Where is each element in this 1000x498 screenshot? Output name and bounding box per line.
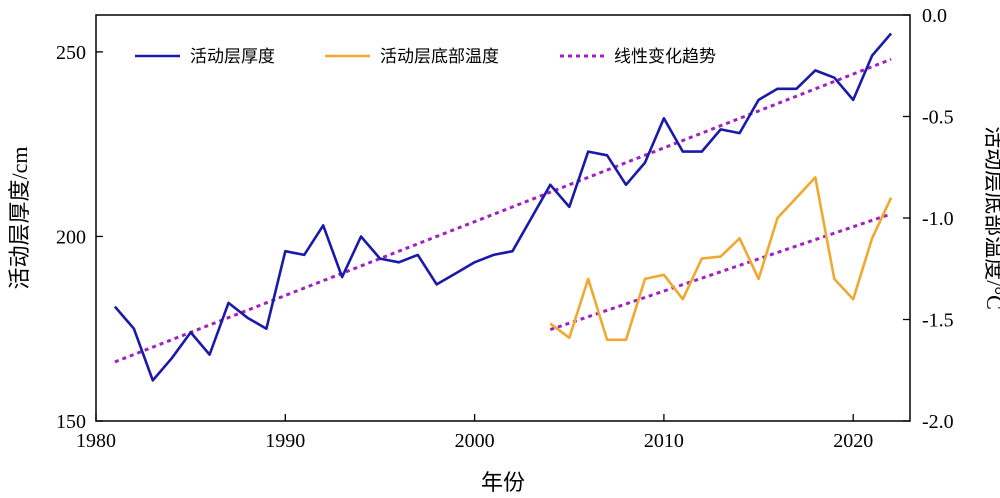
plot-frame — [95, 14, 911, 422]
series-lines — [113, 32, 893, 382]
y-left-tick-label: 250 — [56, 42, 86, 64]
y-right-tick-label: -0.5 — [922, 107, 954, 129]
x-axis-title: 年份 — [481, 470, 525, 495]
x-tick-label: 2000 — [455, 430, 495, 452]
series-line — [113, 32, 893, 382]
y-left-tick-label: 150 — [56, 411, 86, 433]
x-tick-label: 1980 — [76, 430, 116, 452]
y-right-tick-label: -2.0 — [922, 411, 954, 433]
legend-label: 线性变化趋势 — [614, 47, 716, 67]
y-right-tick-label: 0.0 — [922, 5, 947, 27]
axis-ticks: 1980 1990 2000 2010 2020 150 200 250 -2.0 -1.5 -1.… — [56, 5, 954, 452]
legend-label: 活动层底部温度 — [380, 47, 499, 67]
y-left-tick-label: 200 — [56, 226, 86, 248]
y-right-tick-label: -1.0 — [922, 208, 954, 230]
trend-line — [114, 57, 892, 364]
x-tick-label: 1990 — [265, 430, 305, 452]
legend-label: 活动层厚度 — [190, 47, 275, 67]
y-right-tick-label: -1.5 — [922, 310, 954, 332]
legend: 活动层厚度 活动层底部温度 线性变化趋势 — [135, 47, 716, 67]
series-line — [549, 176, 893, 342]
x-tick-label: 2020 — [833, 430, 873, 452]
trend-line — [549, 212, 892, 332]
y-axis-left-title: 活动层厚度/cm — [7, 147, 32, 290]
x-tick-label: 2010 — [644, 430, 684, 452]
y-axis-right-title: 活动层底部温度/°C — [982, 126, 1000, 310]
